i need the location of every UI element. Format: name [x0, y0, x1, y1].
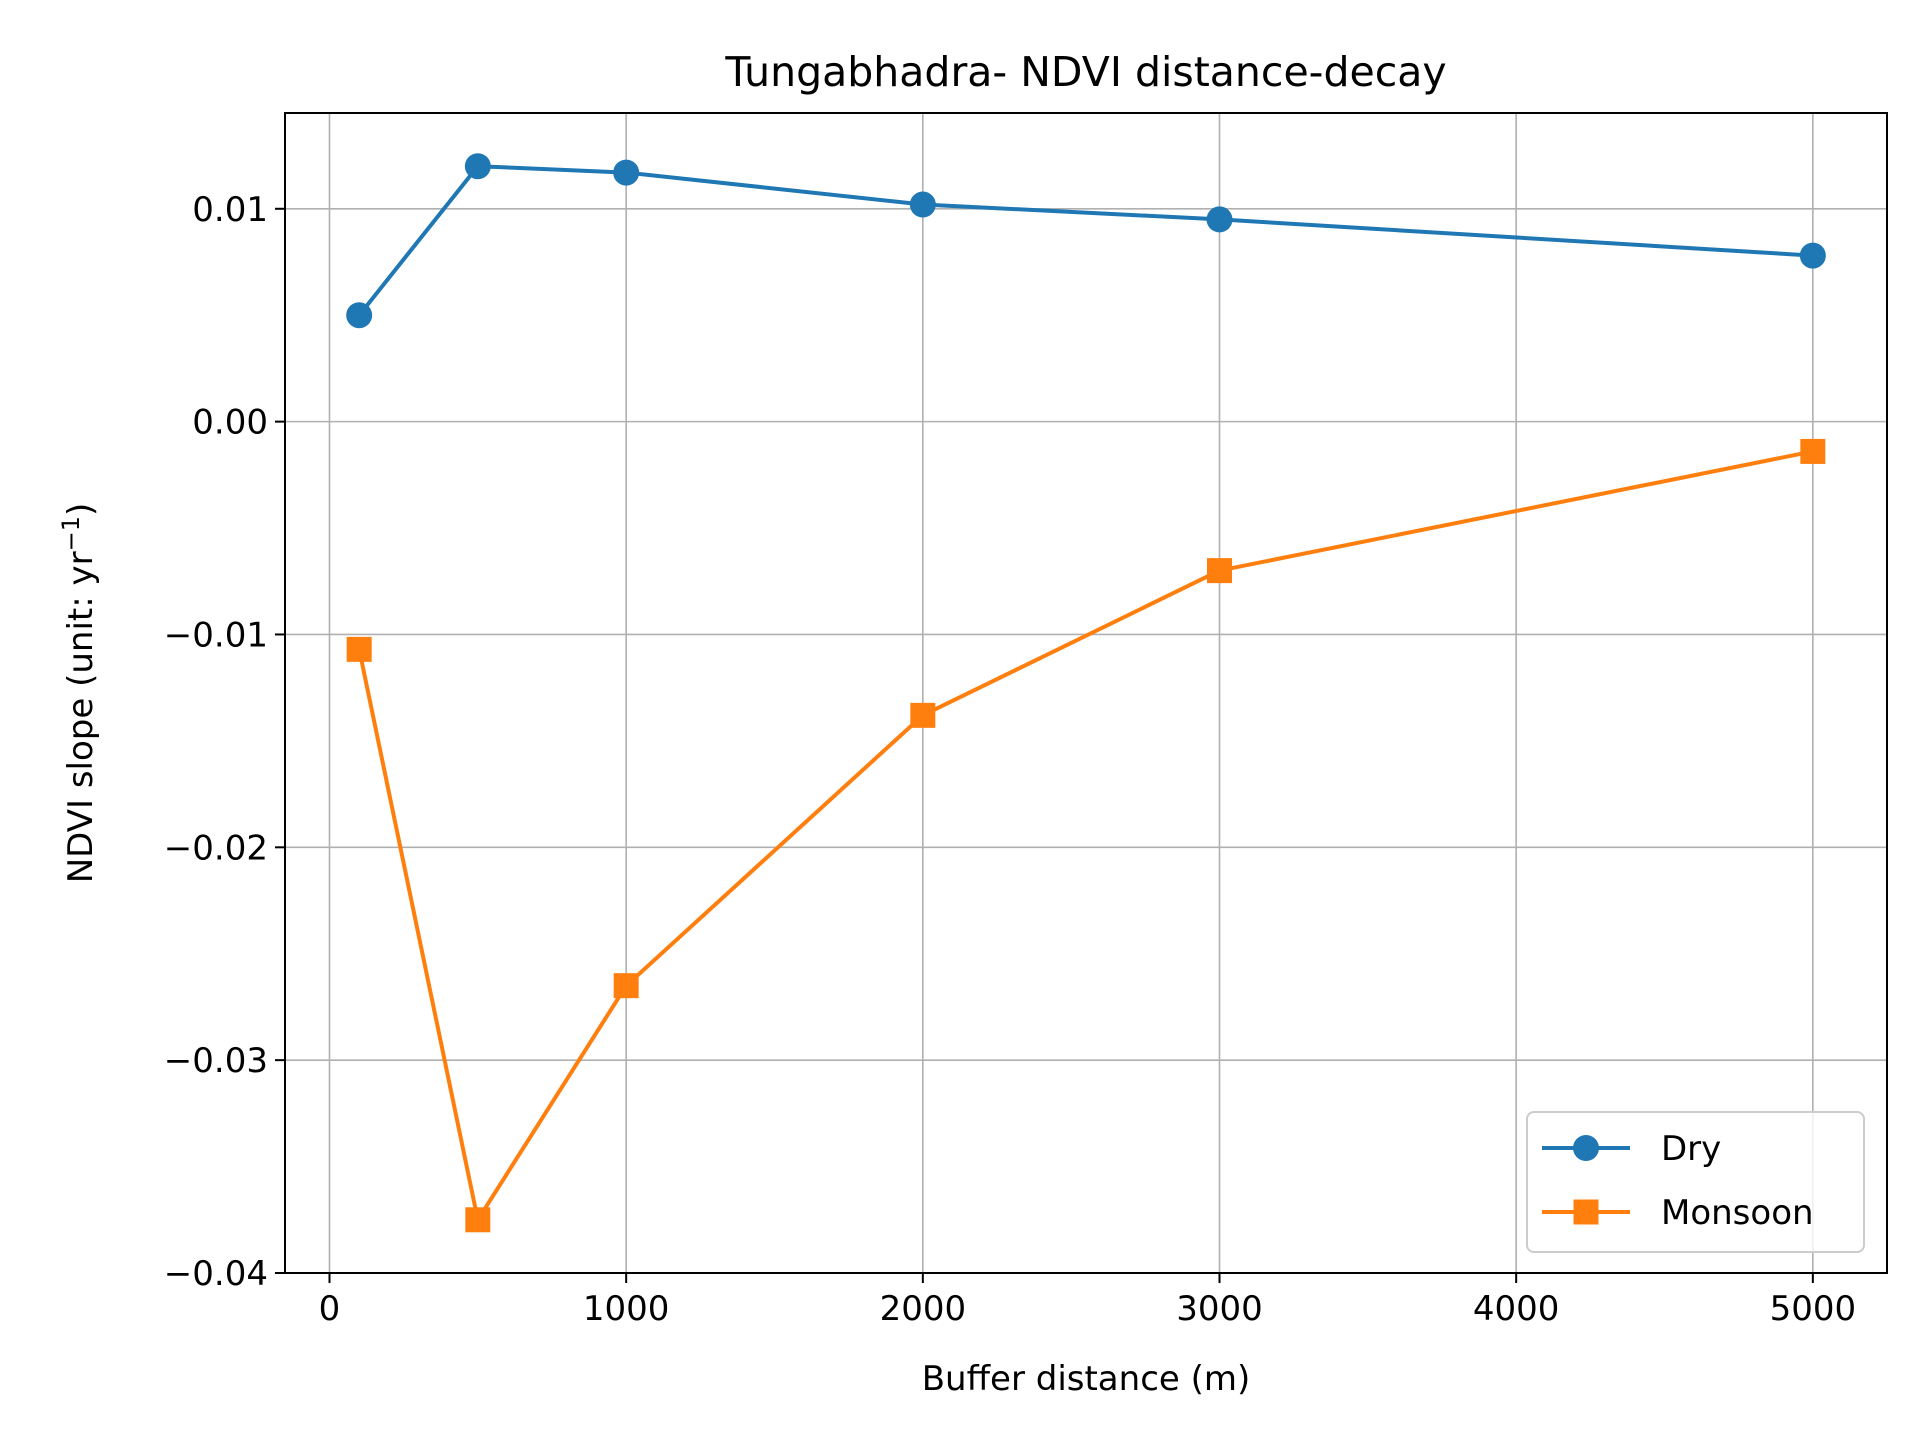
data-point-monsoon — [1800, 438, 1826, 464]
legend-label-dry: Dry — [1661, 1129, 1721, 1169]
y-tick-label: −0.03 — [164, 1041, 268, 1081]
y-axis-label-superscript: −1 — [57, 516, 85, 551]
y-axis: −0.04 −0.03 −0.02 −0.01 0.00 0.01 — [164, 190, 285, 1294]
chart-title: Tungabhadra- NDVI distance-decay — [724, 48, 1446, 96]
y-axis-label: NDVI slope (unit: yr−1) — [57, 503, 101, 884]
data-point-monsoon — [613, 973, 639, 999]
y-tick-label: −0.04 — [164, 1254, 268, 1294]
y-axis-label-main: NDVI slope (unit: yr — [61, 551, 101, 883]
series-monsoon — [346, 438, 1826, 1233]
x-tick-label: 4000 — [1473, 1289, 1560, 1329]
legend-label-monsoon: Monsoon — [1661, 1193, 1814, 1233]
data-point-dry — [346, 302, 373, 329]
data-point-dry — [909, 191, 936, 218]
x-tick-label: 0 — [319, 1289, 341, 1329]
y-tick-label: −0.01 — [164, 615, 268, 655]
y-tick-label: −0.02 — [164, 828, 268, 868]
y-tick-label: 0.00 — [192, 403, 268, 443]
legend-marker-monsoon — [1573, 1199, 1599, 1225]
x-tick-label: 3000 — [1176, 1289, 1263, 1329]
legend: Dry Monsoon — [1526, 1111, 1865, 1253]
series-dry — [346, 153, 1826, 329]
x-tick-label: 2000 — [880, 1289, 967, 1329]
data-point-dry — [1799, 242, 1826, 269]
data-point-dry — [1206, 206, 1233, 233]
plot-frame — [284, 112, 1888, 1274]
x-axis-label: Buffer distance (m) — [922, 1359, 1251, 1399]
data-point-monsoon — [1207, 558, 1232, 584]
data-point-monsoon — [910, 702, 936, 728]
series-line-dry — [357, 164, 1813, 317]
x-tick-label: 5000 — [1770, 1289, 1857, 1329]
series-layer — [346, 153, 1826, 1233]
data-point-dry — [613, 159, 640, 186]
x-tick-label: 1000 — [583, 1289, 670, 1329]
y-tick-label: 0.01 — [192, 190, 268, 230]
data-point-dry — [464, 153, 491, 180]
series-line-monsoon — [357, 449, 1814, 1222]
legend-marker-dry — [1573, 1135, 1599, 1161]
y-axis-label-close: ) — [61, 503, 101, 516]
data-point-monsoon — [465, 1207, 491, 1233]
data-point-monsoon — [346, 636, 372, 662]
x-axis: 0 1000 2000 3000 4000 5000 — [319, 1273, 1856, 1329]
